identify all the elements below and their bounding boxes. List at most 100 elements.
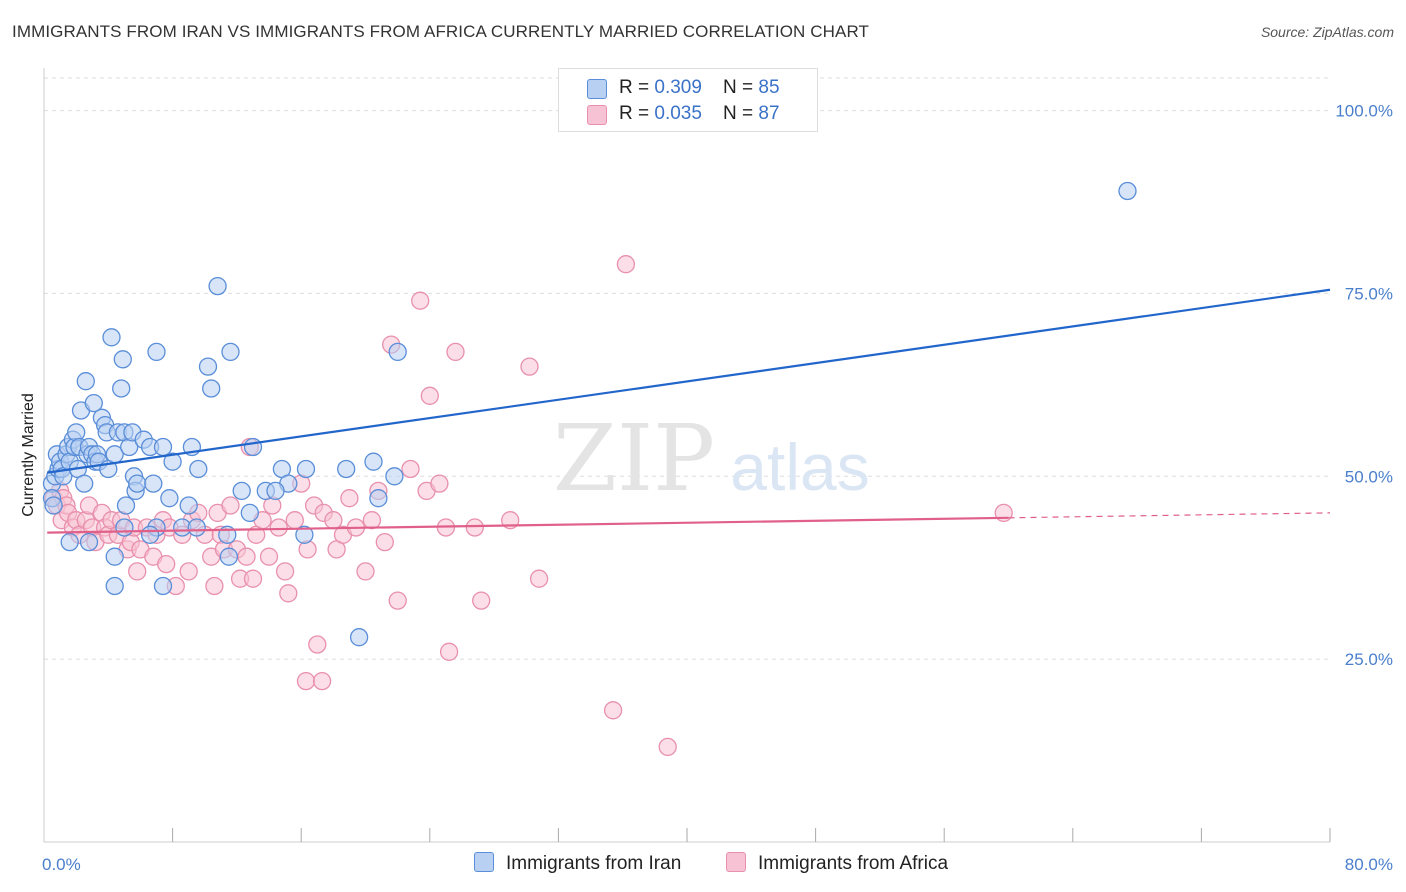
africa-point [340,489,359,508]
axes [43,68,1331,843]
iran-point [208,276,227,296]
africa-point [296,671,316,691]
legend-text-africa: R = 0.035 N = 87 [619,103,780,125]
iran-point [179,496,198,515]
africa-point [375,532,394,552]
iran-point [189,459,208,479]
iran-point [1118,181,1137,201]
iran-point [105,576,124,596]
iran-point [221,342,240,362]
africa-point [308,635,327,654]
legend-text-iran: R = 0.309 N = 85 [619,77,780,99]
iran-point [243,437,263,457]
iran-point [75,474,94,493]
y-tick-label: 100.0% [1335,102,1393,121]
watermark-atlas: atlas [730,430,869,504]
iran-point [369,489,388,508]
africa-point [324,511,343,530]
iran-point [187,518,206,537]
legend-swatch-africa [587,105,607,125]
iran-point [198,357,218,376]
y-tick-labels: 25.0% 50.0% 75.0% 100.0% [1335,102,1393,670]
africa-point [529,569,549,588]
bottom-legend-swatch-africa [726,852,746,872]
x-tick-label: 80.0% [1345,855,1393,874]
iran-point [105,547,124,566]
iran-point [337,459,356,479]
trend-line-africa [47,516,1009,534]
watermark-zip: ZIP [553,405,715,512]
africa-point [362,511,382,530]
series-iran-points [42,181,1137,647]
africa-point [237,547,256,566]
iran-point [295,525,314,544]
iran-point [76,372,95,391]
iran-point [240,503,259,523]
iran-point [115,518,134,537]
africa-point [520,357,539,376]
africa-point [128,562,147,581]
legend-n-label: N = [723,77,759,98]
legend-r-label: R = [619,103,655,124]
iran-point [232,481,251,501]
legend-n-value: 85 [758,77,780,98]
africa-point [275,562,295,581]
iran-point [128,474,147,493]
iran-point [153,576,173,596]
africa-point [221,496,240,515]
africa-point [243,569,263,588]
iran-point [144,474,163,493]
iran-point [79,532,99,552]
legend-n-value: 87 [758,103,780,124]
iran-point [140,525,160,544]
africa-point [411,291,430,310]
africa-point [279,584,298,603]
iran-point [296,459,316,479]
iran-point [202,379,221,398]
bottom-legend-label-iran: Immigrants from Iran [506,853,682,874]
iran-point [219,547,239,566]
africa-point [269,518,288,537]
iran-point [153,437,173,457]
africa-point [285,511,304,530]
africa-point [205,576,224,596]
africa-point [259,547,279,566]
x-tick-labels: 0.0% 80.0% [42,855,1393,874]
africa-point [430,474,449,493]
legend-swatch-iran [587,79,607,99]
iran-point [385,467,404,486]
iran-point [163,452,182,471]
africa-point [420,386,439,405]
trend-line-africa-extension [1008,512,1331,519]
africa-point [446,342,465,362]
x-tick-label: 0.0% [42,855,81,874]
africa-point [356,562,375,581]
iran-point [113,350,132,369]
iran-point [349,628,369,647]
y-tick-label: 25.0% [1345,650,1393,669]
legend-r-value: 0.035 [654,103,702,124]
trend-lines [47,288,1331,534]
legend-r-label: R = [619,77,655,98]
africa-point [401,459,420,479]
chart-title: IMMIGRANTS FROM IRAN VS IMMIGRANTS FROM … [12,22,869,41]
y-tick-label: 50.0% [1345,467,1393,486]
legend-r-value: 0.309 [654,77,702,98]
iran-point [60,532,79,552]
iran-point [102,328,121,347]
africa-point [472,591,491,610]
bottom-legend-africa: Immigrants from Africa [726,852,948,875]
iran-point [266,481,285,501]
bottom-legend-label-africa: Immigrants from Africa [758,853,949,874]
africa-point [658,737,677,757]
iran-point [147,342,166,362]
africa-point [616,255,636,274]
iran-point [388,342,407,362]
africa-point [603,701,623,720]
bottom-legend-iran: Immigrants from Iran [474,852,681,875]
africa-point [312,671,332,691]
iran-point [160,489,179,508]
africa-point [465,518,484,537]
africa-point [388,591,407,610]
